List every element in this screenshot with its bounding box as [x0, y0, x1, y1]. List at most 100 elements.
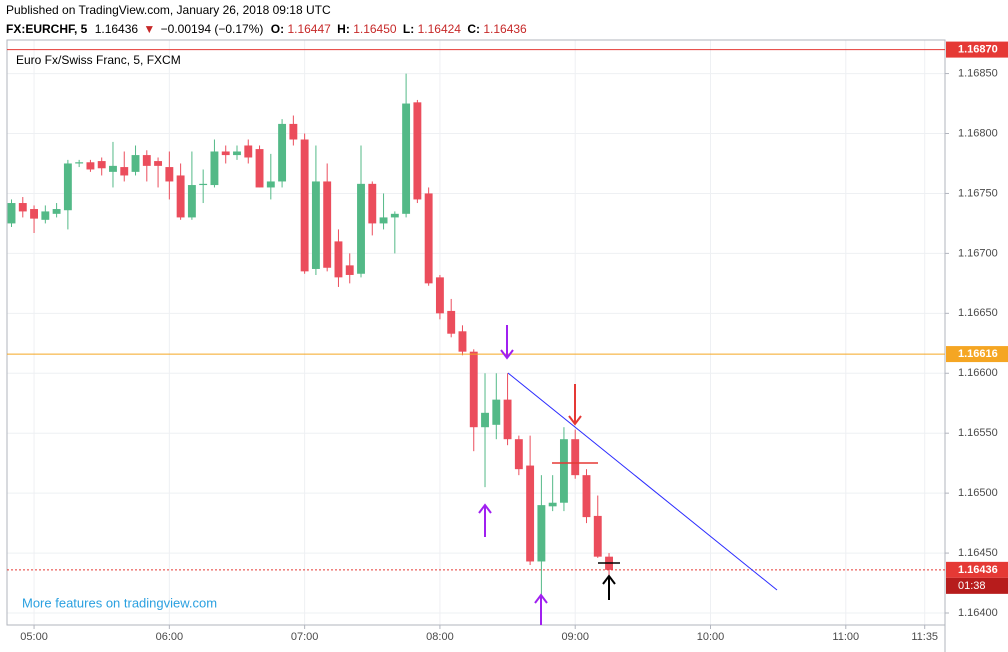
low-value: 1.16424 [418, 22, 462, 36]
countdown: 01:38 [958, 580, 986, 592]
plot-area [7, 40, 945, 625]
watermark[interactable]: More features on tradingview.com [22, 595, 217, 610]
arrow [534, 593, 548, 625]
close-label: C: [467, 22, 480, 36]
candle-body [176, 175, 185, 218]
candle-body [548, 502, 557, 507]
candle-body [390, 213, 399, 218]
candle-body [582, 475, 591, 518]
symbol-line: FX:EURCHF, 5 1.16436 ▼ −0.00194 (−0.17%)… [6, 22, 527, 36]
candle-body [537, 505, 546, 562]
arrow [500, 325, 514, 360]
x-tick-label: 08:00 [426, 631, 454, 643]
close-value: 1.16436 [483, 22, 527, 36]
candle-body [323, 181, 332, 268]
candle-body [75, 162, 84, 164]
candle-body [357, 183, 365, 274]
price-label-box [946, 561, 1008, 578]
candle-body [52, 209, 61, 214]
candle-body [492, 399, 501, 425]
candle-body [526, 465, 535, 562]
arrow [568, 384, 582, 426]
candle-body [571, 439, 580, 476]
x-tick-label: 11:35 [911, 631, 938, 643]
candle-body [278, 123, 287, 182]
y-tick-label: 1.16750 [958, 187, 998, 199]
open-value: 1.16447 [287, 22, 331, 36]
x-tick-label: 06:00 [156, 631, 184, 643]
candle-body [289, 123, 298, 140]
legend-title: Euro Fx/Swiss Franc, 5, FXCM [16, 53, 181, 67]
published-note: Published on TradingView.com, January 26… [6, 3, 331, 17]
price-label-box [946, 41, 1008, 58]
candle-body [300, 139, 309, 272]
candle-body [435, 277, 444, 314]
candle-body [210, 151, 219, 186]
candle-body [154, 161, 163, 166]
candle-body [18, 203, 27, 212]
y-tick-label: 1.16850 [958, 67, 998, 79]
candle-body [7, 203, 16, 224]
candle-body [503, 399, 512, 440]
candle-body [244, 145, 253, 158]
candle-body [424, 193, 433, 284]
y-tick-label: 1.16600 [958, 367, 998, 379]
candle-body [559, 439, 568, 503]
candle-body [41, 211, 50, 220]
candle-body [334, 241, 343, 278]
last-price: 1.16436 [95, 22, 139, 36]
x-tick-label: 07:00 [291, 631, 319, 643]
price-label: 1.16436 [958, 564, 998, 576]
low-label: L: [403, 22, 414, 36]
y-tick-label: 1.16500 [958, 487, 998, 499]
high-label: H: [337, 22, 350, 36]
price-label: 1.16616 [958, 348, 998, 360]
candle-body [458, 331, 467, 352]
change: −0.00194 (−0.17%) [161, 22, 264, 36]
candle-body [30, 209, 39, 219]
arrow [478, 503, 492, 537]
x-tick-label: 10:00 [697, 631, 725, 643]
open-label: O: [271, 22, 284, 36]
countdown-box [946, 577, 1008, 594]
candle-body [63, 163, 72, 211]
symbol: FX:EURCHF, 5 [6, 22, 88, 36]
candle-body [187, 185, 196, 218]
candle-body [402, 103, 411, 214]
candle-body [379, 217, 388, 224]
y-tick-label: 1.16700 [958, 247, 998, 259]
candle-body [199, 183, 208, 186]
change-arrow: ▼ [143, 22, 155, 36]
y-tick-label: 1.16800 [958, 127, 998, 139]
candle-body [109, 165, 117, 172]
price-label: 1.16870 [958, 43, 998, 55]
candle-body [368, 183, 377, 224]
candle-body [469, 351, 478, 428]
candle-body [255, 149, 264, 188]
candle-body [142, 155, 151, 166]
x-tick-label: 05:00 [20, 631, 48, 643]
candle-body [311, 181, 320, 269]
candle-body [165, 167, 174, 182]
candle-body [447, 310, 456, 334]
y-tick-label: 1.16400 [958, 607, 998, 619]
candle-body [221, 151, 230, 156]
trend-line [507, 372, 778, 591]
candle-body [481, 412, 489, 428]
candle-body [233, 151, 241, 156]
x-tick-label: 11:00 [832, 631, 859, 643]
candle-body [266, 181, 275, 188]
candle-body [120, 167, 129, 176]
y-tick-label: 1.16650 [958, 307, 998, 319]
y-tick-label: 1.16550 [958, 427, 998, 439]
candle-body [97, 161, 106, 169]
candle-body [593, 515, 602, 557]
candle-body [345, 265, 354, 275]
candle-body [86, 162, 95, 170]
price-label-box [946, 346, 1008, 363]
arrow [602, 574, 616, 600]
x-tick-label: 09:00 [561, 631, 589, 643]
candle-body [131, 155, 140, 172]
